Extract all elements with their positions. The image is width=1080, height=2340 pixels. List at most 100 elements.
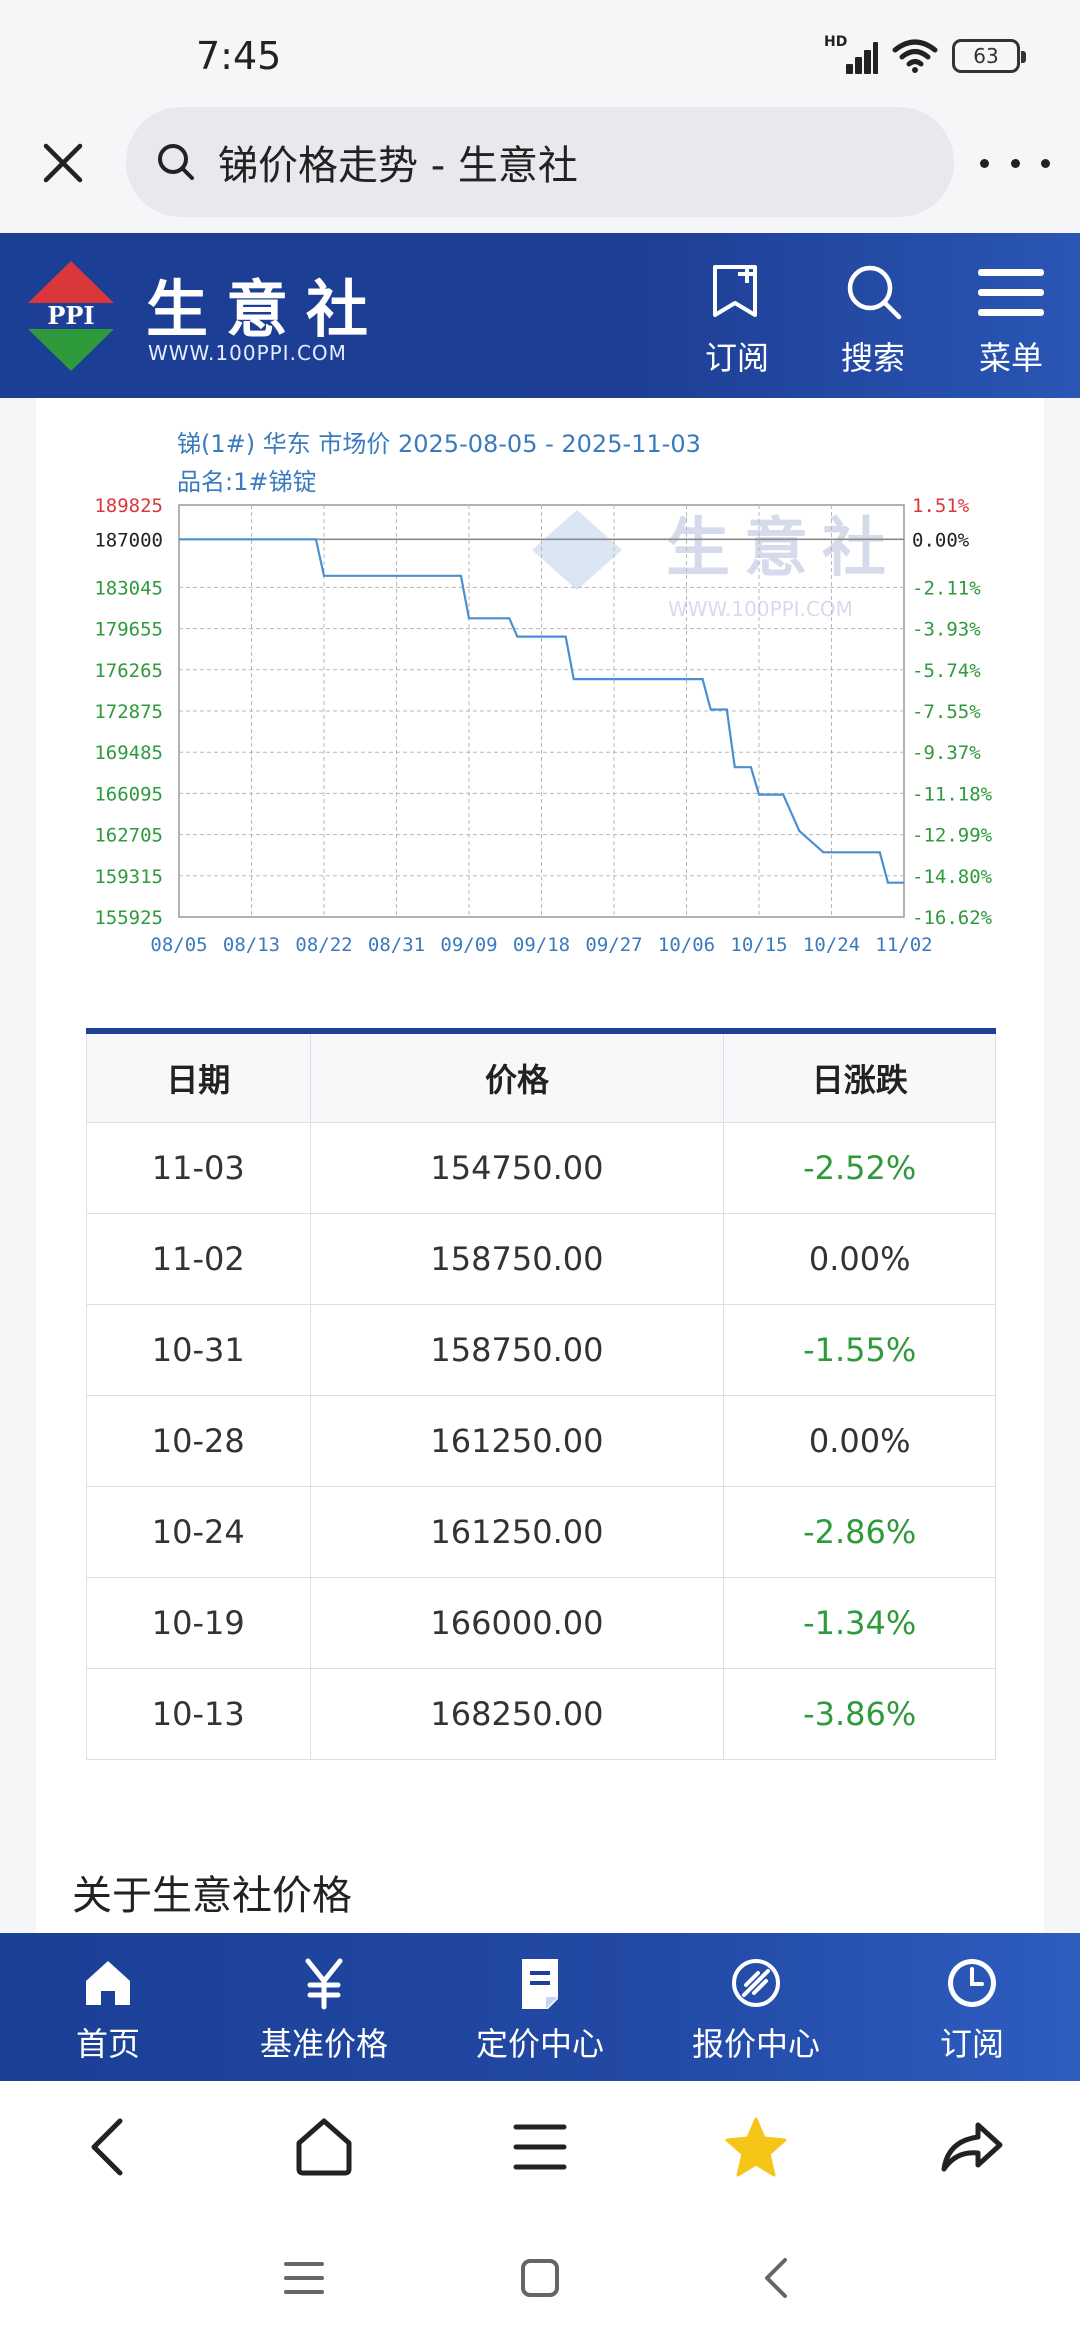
status-time: 7:45	[196, 34, 282, 78]
nav-quote-label: 报价中心	[691, 2025, 820, 2063]
y-right-tick-label: -11.18%	[912, 783, 993, 805]
y-left-tick-label: 155925	[94, 907, 163, 929]
quote-icon	[732, 1959, 780, 2007]
share-icon	[941, 2122, 1003, 2172]
address-text: 锑价格走势 - 生意社	[218, 143, 578, 189]
list-menu-icon	[513, 2124, 567, 2170]
row-change: -2.52%	[723, 1121, 996, 1214]
subscribe-header-button[interactable]: 订阅	[687, 261, 787, 379]
search-header-button[interactable]: 搜索	[823, 261, 923, 379]
price-chart: 锑(1#) 华东 市场价 2025-08-05 - 2025-11-03 品名:…	[36, 398, 1044, 978]
search-icon	[158, 144, 194, 180]
y-left-tick-label: 172875	[94, 701, 163, 723]
x-tick-label: 10/06	[658, 934, 715, 956]
y-right-tick-label: -14.80%	[912, 866, 993, 888]
row-date: 11-02	[86, 1212, 311, 1305]
row-change: -3.86%	[723, 1667, 996, 1760]
y-right-tick-label: -2.11%	[912, 577, 981, 599]
nav-benchmark-price[interactable]: 基准价格	[216, 1933, 432, 2081]
col-date-header: 日期	[86, 1030, 311, 1123]
row-price: 158750.00	[309, 1212, 725, 1305]
nav-pricing-label: 定价中心	[475, 2025, 604, 2063]
x-tick-label: 09/18	[513, 934, 570, 956]
row-date: 10-31	[86, 1303, 311, 1396]
content-card: 锑(1#) 华东 市场价 2025-08-05 - 2025-11-03 品名:…	[36, 398, 1044, 1933]
y-right-tick-label: -7.55%	[912, 701, 981, 723]
chart-series-line	[179, 538, 904, 884]
site-logo-text[interactable]: 生意社	[146, 273, 387, 346]
y-left-tick-label: 159315	[94, 866, 163, 888]
system-nav-bar	[0, 2213, 1080, 2340]
nav-quote-center[interactable]: 报价中心	[648, 1933, 864, 2081]
y-left-tick-label: 183045	[94, 577, 163, 599]
y-right-tick-label: -5.74%	[912, 660, 981, 682]
y-right-tick-label: 1.51%	[912, 495, 970, 517]
status-icons: HD 63	[824, 34, 1026, 74]
tabs-menu-button[interactable]	[500, 2107, 580, 2187]
home-button[interactable]	[284, 2107, 364, 2187]
table-row: 11-02 158750.00 0.00%	[86, 1212, 996, 1305]
back-button[interactable]	[68, 2107, 148, 2187]
clock-icon	[948, 1959, 996, 2007]
y-left-tick-label: 162705	[94, 825, 163, 847]
x-tick-label: 11/02	[875, 934, 932, 956]
row-change: 0.00%	[723, 1212, 996, 1305]
row-price: 168250.00	[309, 1667, 725, 1760]
col-price-header: 价格	[309, 1030, 725, 1123]
row-date: 10-13	[86, 1667, 311, 1760]
chart-title: 锑(1#) 华东 市场价 2025-08-05 - 2025-11-03	[177, 430, 701, 458]
row-change: -1.55%	[723, 1303, 996, 1396]
nav-home-label: 首页	[75, 2025, 140, 2063]
x-tick-label: 08/31	[368, 934, 425, 956]
nav-subscribe-label: 订阅	[939, 2025, 1004, 2063]
chevron-left-icon	[91, 2118, 123, 2176]
nav-home[interactable]: 首页	[0, 1933, 216, 2081]
recents-menu-icon	[284, 2262, 324, 2294]
system-recents-button[interactable]	[274, 2253, 334, 2303]
row-change: -2.86%	[723, 1485, 996, 1578]
hamburger-menu-icon	[978, 269, 1044, 316]
price-table: 日期 价格 日涨跌 11-03 154750.00 -2.52% 11-02 15875…	[86, 1028, 996, 1760]
row-price: 161250.00	[309, 1394, 725, 1487]
home-icon	[86, 1961, 130, 2005]
nav-pricing-center[interactable]: 定价中心	[432, 1933, 648, 2081]
battery-level: 63	[973, 44, 999, 68]
row-price: 166000.00	[309, 1576, 725, 1669]
row-price: 154750.00	[309, 1121, 725, 1214]
bookmark-plus-icon	[713, 265, 757, 317]
browser-address-row: 锑价格走势 - 生意社	[0, 100, 1080, 232]
nav-benchmark-label: 基准价格	[259, 2025, 388, 2063]
menu-header-button[interactable]: 菜单	[961, 261, 1061, 379]
site-logo-url: WWW.100PPI.COM	[148, 341, 347, 365]
close-button[interactable]	[30, 130, 96, 196]
document-icon	[522, 1959, 558, 2009]
y-right-tick-label: -9.37%	[912, 742, 981, 764]
browser-toolbar	[0, 2081, 1080, 2213]
subscribe-header-label: 订阅	[704, 339, 769, 377]
address-bar[interactable]: 锑价格走势 - 生意社	[126, 107, 954, 217]
signal-icon: HD	[824, 34, 878, 74]
svg-text:生意社: 生意社	[666, 512, 900, 586]
table-row: 10-24 161250.00 -2.86%	[86, 1485, 996, 1578]
ppi-logo-icon[interactable]: PPI	[26, 261, 116, 371]
system-back-button[interactable]	[746, 2253, 806, 2303]
row-date: 10-28	[86, 1394, 311, 1487]
browser-home-icon	[296, 2118, 352, 2176]
favorite-button[interactable]	[716, 2107, 796, 2187]
y-left-tick-label: 189825	[94, 495, 163, 517]
y-right-tick-label: -12.99%	[912, 825, 993, 847]
chart-watermark: 生意社 WWW.100PPI.COM	[532, 510, 900, 621]
table-row: 10-19 166000.00 -1.34%	[86, 1576, 996, 1669]
square-home-icon	[521, 2259, 559, 2297]
x-tick-label: 10/15	[730, 934, 787, 956]
x-tick-label: 10/24	[803, 934, 860, 956]
system-home-button[interactable]	[510, 2253, 570, 2303]
back-triangle-icon	[765, 2258, 787, 2298]
share-button[interactable]	[932, 2107, 1012, 2187]
nav-subscribe[interactable]: 订阅	[864, 1933, 1080, 2081]
row-date: 10-19	[86, 1576, 311, 1669]
row-change: -1.34%	[723, 1576, 996, 1669]
y-right-tick-label: -3.93%	[912, 619, 981, 641]
about-section-title: 关于生意社价格	[72, 1873, 352, 1919]
more-options-button[interactable]	[980, 138, 1050, 188]
